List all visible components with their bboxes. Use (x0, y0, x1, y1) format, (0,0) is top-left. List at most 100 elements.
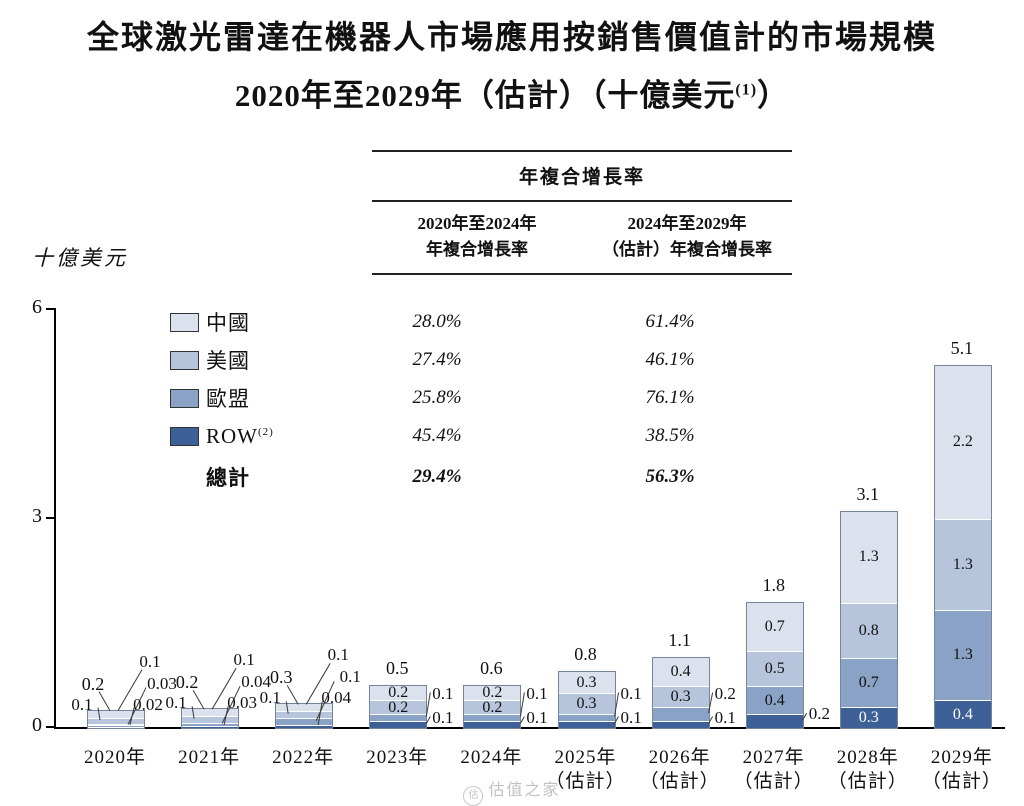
bar-segment-中國: 0.7 (746, 602, 803, 652)
value-label: 0.1 (526, 707, 548, 727)
value-label: 0.7 (764, 617, 785, 635)
total-label: 1.8 (762, 574, 785, 595)
value-label: 0.1 (714, 707, 736, 727)
y-tick (46, 517, 54, 519)
cagr-value: 45.4% (412, 425, 462, 446)
value-label: 0.03 (147, 673, 177, 693)
y-axis-title: 十億美元 (32, 246, 128, 270)
bar-segment-中國: 1.3 (840, 512, 897, 603)
legend-label: 總計 (206, 466, 250, 490)
y-tick-label: 3 (32, 505, 42, 527)
cagr-col1-line1: 2020年至2024年 (417, 214, 537, 233)
bar-2025年: 0.3 0.3 (557, 671, 616, 729)
x-sublabel-2028年: （估計） (827, 771, 908, 792)
bar-segment-美國: 0.5 (746, 651, 803, 687)
value-label: 2.2 (952, 433, 973, 451)
value-label: 0.1 (259, 688, 281, 708)
footnote-2-marker: (2) (258, 425, 274, 438)
total-label: 0.5 (386, 658, 409, 679)
legend-label: 中國 (206, 311, 250, 335)
cagr-col2-header: 2024年至2029年 （估計）年複合增長率 (582, 211, 792, 262)
total-label: 0.8 (574, 644, 597, 665)
legend-row-中國: 中國 28.0% 61.4% (160, 303, 850, 341)
bar-segment-歐盟 (370, 714, 427, 721)
cagr-value: 46.1% (645, 349, 695, 370)
x-label-2023年: 2023年 (366, 747, 429, 768)
legend-swatch (170, 350, 199, 370)
y-tick-label: 6 (32, 296, 42, 318)
value-label: 0.3 (670, 688, 691, 706)
bar-2027年: 0.4 0.5 0.7 (745, 601, 804, 729)
y-tick-label: 0 (32, 714, 42, 736)
chart-title-line2-text: 2020年至2029年（估計）（十億美元 (234, 78, 736, 113)
bar-segment-中國: 0.4 (652, 658, 709, 687)
bar-segment-中國 (88, 710, 144, 718)
cagr-value: 25.8% (412, 387, 462, 408)
bar-2026年: 0.3 0.4 (651, 657, 710, 729)
value-label: 0.7 (858, 674, 879, 692)
legend-row-歐盟: 歐盟 25.8% 76.1% (160, 379, 850, 417)
legend-swatch (170, 312, 199, 332)
value-label: 0.1 (165, 693, 187, 713)
bar-segment-歐盟 (652, 707, 709, 722)
bar-segment-ROW (746, 714, 803, 728)
value-label: 0.1 (327, 645, 349, 665)
total-label: 0.2 (175, 672, 199, 693)
bar-segment-美國: 0.3 (652, 686, 709, 708)
chart-title-line2-close: ） (757, 78, 790, 113)
bar-segment-中國: 0.2 (370, 684, 427, 702)
x-label-2028年: 2028年 (836, 747, 899, 768)
bar-segment-美國: 0.2 (464, 699, 521, 716)
x-label-2024年: 2024年 (460, 747, 523, 768)
bar-segment-ROW (652, 721, 709, 728)
y-axis-line (54, 308, 56, 727)
cagr-value: 76.1% (645, 387, 695, 408)
x-label-2027年: 2027年 (742, 747, 805, 768)
footnote-1-marker: (1) (735, 81, 758, 99)
value-label: 0.3 (858, 709, 879, 727)
value-label: 0.02 (133, 694, 163, 714)
value-label: 0.5 (764, 660, 785, 678)
value-label: 0.1 (620, 683, 642, 703)
value-label: 0.1 (139, 651, 161, 671)
bar-segment-美國 (276, 711, 333, 719)
x-label-2020年: 2020年 (83, 747, 147, 768)
watermark-text: 估值之家 (488, 782, 561, 799)
value-label: 0.2 (388, 684, 409, 702)
value-label: 0.1 (233, 650, 255, 670)
cagr-value: 38.5% (645, 425, 695, 446)
bar-segment-ROW: 0.3 (840, 707, 897, 728)
x-sublabel-2025年: （估計） (545, 771, 626, 792)
value-label: 0.2 (388, 698, 409, 716)
bar-segment-美國: 0.8 (840, 602, 897, 659)
x-label-2022年: 2022年 (272, 747, 335, 768)
bar-segment-ROW: 0.4 (934, 700, 991, 728)
value-label: 0.3 (576, 695, 597, 713)
bar-segment-ROW (88, 726, 144, 728)
chart-title: 全球激光雷達在機器人市場應用按銷售價值計的市場規模 2020年至2029年（估計… (0, 12, 1024, 115)
legend-label: 美國 (206, 349, 250, 373)
bar-segment-ROW (370, 721, 427, 728)
value-label: 0.4 (952, 705, 973, 723)
x-axis-line (54, 727, 1005, 729)
value-label: 1.3 (858, 548, 879, 566)
legend-label: 歐盟 (206, 387, 250, 411)
cagr-col2-line2: （估計）年複合增長率 (602, 239, 772, 259)
value-label: 0.2 (714, 683, 736, 703)
value-label: 0.03 (227, 693, 257, 713)
cagr-header-title: 年複合增長率 (372, 152, 792, 202)
y-tick (46, 726, 54, 728)
value-label: 0.1 (620, 707, 642, 727)
value-label: 1.3 (952, 555, 973, 573)
watermark-logo-icon: 估 (463, 786, 484, 806)
x-sublabel-2026年: （估計） (639, 771, 720, 792)
x-label-2025年: 2025年 (554, 747, 617, 768)
bar-segment-美國 (182, 716, 239, 724)
cagr-value: 56.3% (645, 466, 695, 487)
bar-segment-歐盟: 0.7 (840, 658, 897, 708)
total-label: 0.3 (269, 667, 293, 688)
x-sublabel-2029年: （估計） (921, 771, 1002, 792)
value-label: 0.1 (526, 683, 548, 703)
cagr-col2-line1: 2024年至2029年 (627, 214, 747, 233)
